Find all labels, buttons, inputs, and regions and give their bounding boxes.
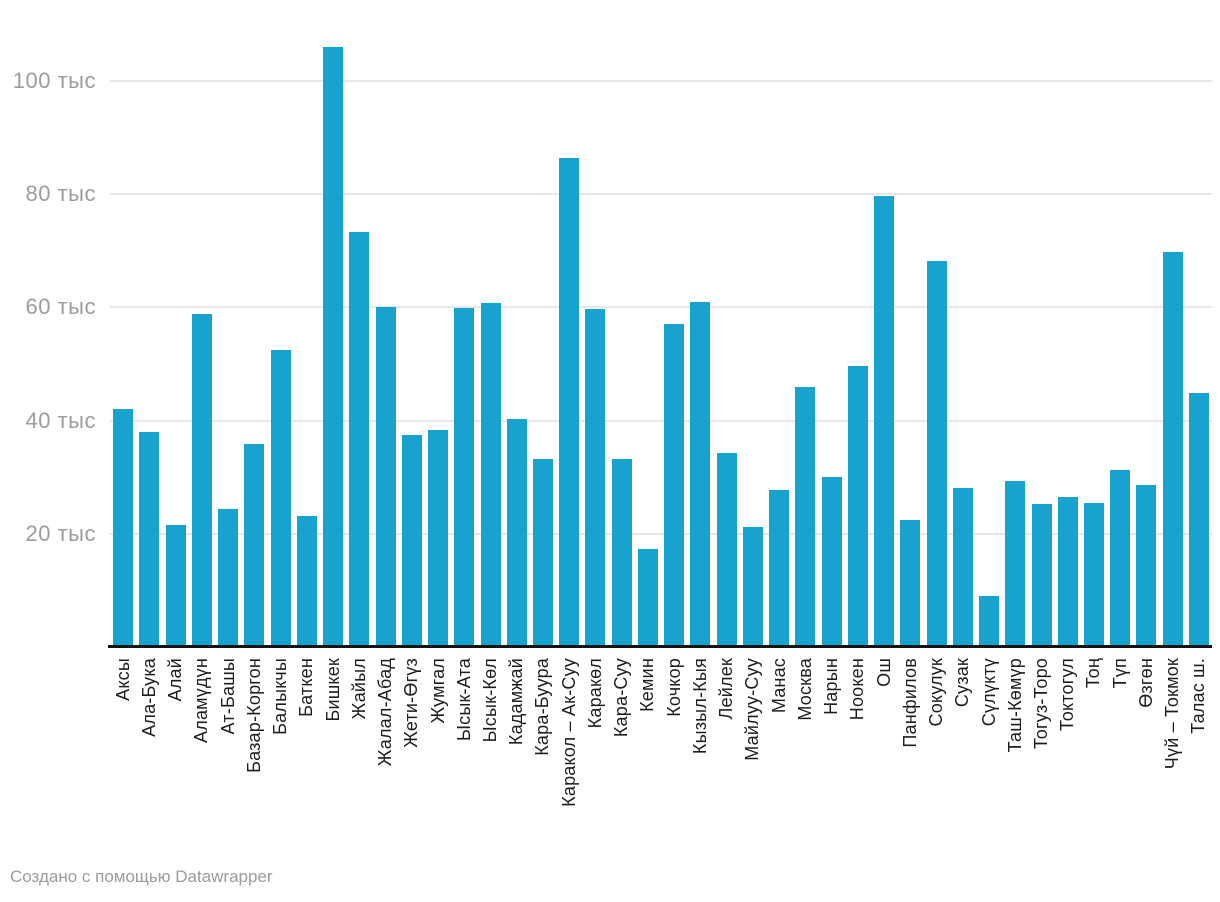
- bar[interactable]: [428, 430, 448, 647]
- x-tick-label: Жайыл: [348, 658, 369, 720]
- x-tick-label: Алай: [165, 658, 186, 702]
- x-tick-label: Базар-Коргон: [243, 658, 264, 773]
- bar[interactable]: [847, 366, 868, 647]
- x-tick-label: Ат-Башы: [217, 658, 238, 735]
- bar[interactable]: [585, 309, 606, 647]
- x-tick-label: Кара-Буура: [532, 658, 553, 756]
- x-tick-label: Ноокен: [847, 658, 868, 721]
- bar[interactable]: [874, 196, 894, 647]
- x-tick-label: Түп: [1109, 658, 1130, 689]
- bar[interactable]: [559, 158, 580, 647]
- gridline: [110, 193, 1212, 196]
- x-tick-label: Тоң: [1083, 658, 1104, 689]
- bar[interactable]: [349, 232, 370, 647]
- bar[interactable]: [611, 459, 632, 647]
- bar[interactable]: [506, 419, 527, 647]
- y-tick-label: 100 тыс: [12, 68, 96, 93]
- y-tick-label: 40 тыс: [25, 407, 96, 433]
- bar[interactable]: [296, 516, 317, 647]
- x-tick-label: Москва: [794, 658, 815, 721]
- y-tick-label: 60 тыс: [25, 294, 96, 320]
- x-tick-label: Каракол – Ак-Суу: [558, 658, 579, 807]
- x-tick-label: Ысык-Көл: [480, 658, 500, 743]
- bar[interactable]: [1188, 393, 1209, 647]
- x-tick-label: Майлуу-Суу: [742, 658, 763, 761]
- x-tick-label: Чүй – Токмок: [1162, 658, 1183, 770]
- x-tick-label: Баткен: [296, 658, 317, 717]
- bar[interactable]: [218, 509, 239, 647]
- bar[interactable]: [532, 459, 553, 647]
- x-tick-label: Талас ш.: [1188, 658, 1209, 734]
- bar[interactable]: [716, 453, 737, 647]
- y-tick-label: 20 тыс: [25, 520, 96, 546]
- y-tick-label: 80 тыс: [25, 181, 96, 207]
- bar[interactable]: [323, 47, 343, 647]
- x-tick-label: Ош: [873, 658, 894, 687]
- x-axis-line: [108, 645, 1212, 648]
- x-tick-label: Кадамжай: [506, 658, 527, 746]
- bar[interactable]: [480, 303, 501, 647]
- x-tick-label: Панфилов: [899, 658, 920, 748]
- x-tick-label: Тогуз-Торо: [1031, 658, 1051, 750]
- bar[interactable]: [664, 324, 685, 647]
- bar[interactable]: [270, 350, 291, 647]
- bar[interactable]: [244, 444, 265, 647]
- gridline: [110, 532, 1212, 535]
- x-tick-label: Ала-Бука: [138, 658, 159, 737]
- x-tick-label: Жумгал: [427, 658, 448, 724]
- x-tick-label: Токтогул: [1057, 658, 1078, 732]
- bar[interactable]: [113, 409, 134, 647]
- gridline: [110, 306, 1212, 309]
- x-tick-label: Аламүдүн: [191, 658, 212, 743]
- x-tick-label: Өзгөн: [1135, 658, 1156, 708]
- x-tick-label: Манас: [768, 658, 789, 714]
- x-tick-label: Лейлек: [716, 658, 737, 720]
- bar[interactable]: [1005, 481, 1026, 647]
- bar[interactable]: [926, 261, 947, 647]
- bar[interactable]: [454, 308, 475, 647]
- bar[interactable]: [1110, 470, 1131, 647]
- x-tick-label: Аксы: [112, 658, 133, 701]
- gridline: [110, 80, 1212, 82]
- bar[interactable]: [795, 387, 816, 647]
- x-tick-label: Каракөл: [584, 658, 605, 729]
- bar[interactable]: [375, 307, 396, 647]
- x-tick-label: Сокулук: [926, 658, 946, 727]
- x-tick-label: Жалал-Абад: [375, 658, 395, 767]
- bar[interactable]: [1136, 485, 1157, 647]
- bar[interactable]: [821, 477, 842, 647]
- bar[interactable]: [979, 596, 999, 647]
- x-tick-label: Таш-Көмүр: [1004, 658, 1025, 753]
- bar[interactable]: [742, 527, 763, 647]
- x-tick-label: Кара-Суу: [611, 658, 632, 738]
- bar[interactable]: [139, 432, 160, 647]
- bar[interactable]: [952, 488, 973, 647]
- bar[interactable]: [637, 549, 658, 647]
- x-tick-label: Кемин: [637, 658, 658, 712]
- x-tick-label: Кочкор: [663, 658, 684, 717]
- attribution-text: Создано с помощью Datawrapper: [10, 867, 273, 886]
- bar[interactable]: [1057, 497, 1078, 647]
- bar[interactable]: [1031, 504, 1052, 647]
- x-tick-label: Балыкчы: [270, 658, 290, 735]
- bar[interactable]: [769, 490, 790, 647]
- gridline: [110, 419, 1212, 422]
- x-tick-label: Сузак: [952, 658, 973, 708]
- x-tick-label: Сүлүктү: [978, 658, 999, 727]
- bar[interactable]: [1162, 252, 1183, 647]
- x-tick-label: Ысык-Ата: [453, 658, 474, 742]
- x-tick-label: Кызыл-Кыя: [689, 658, 710, 755]
- bar[interactable]: [165, 525, 186, 647]
- x-tick-label: Нарын: [821, 658, 841, 715]
- bar[interactable]: [401, 435, 422, 647]
- x-tick-label: Жети-Өгүз: [401, 658, 422, 748]
- bar[interactable]: [690, 302, 711, 647]
- x-tick-label: Бишкек: [322, 658, 343, 722]
- bar[interactable]: [191, 314, 212, 647]
- bar[interactable]: [1083, 503, 1104, 647]
- bar[interactable]: [900, 520, 921, 647]
